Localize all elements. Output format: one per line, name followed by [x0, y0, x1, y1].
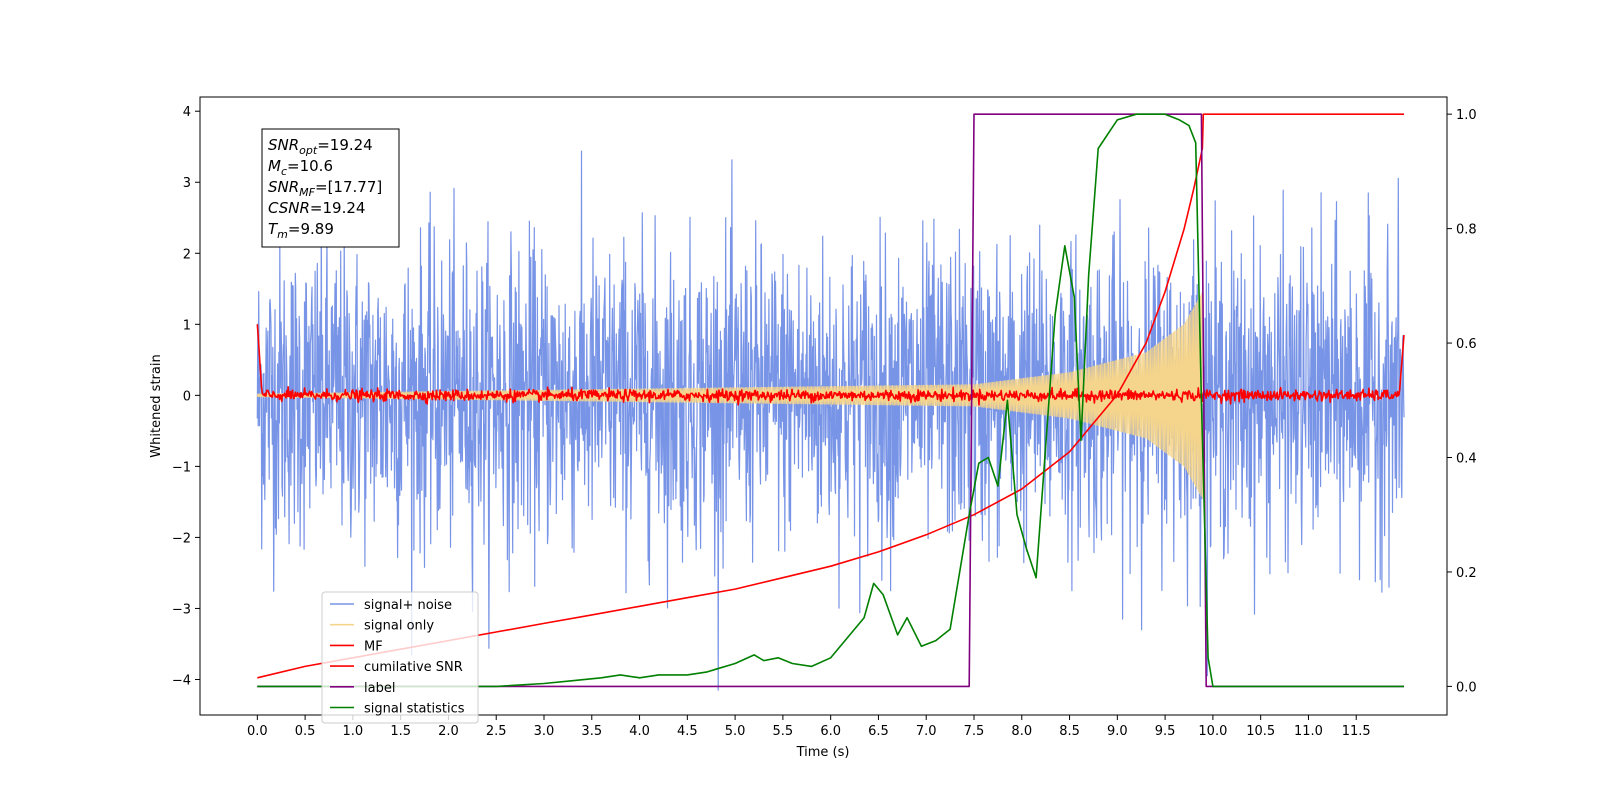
annotation-line: CSNR=19.24: [268, 199, 365, 217]
legend-entry-cumilative-snr: cumilative SNR: [364, 660, 463, 675]
y2-tick-label: 1.0: [1456, 108, 1477, 123]
x-tick-label: 7.0: [916, 724, 937, 739]
x-tick-label: 10.5: [1246, 724, 1275, 739]
y2-tick-label: 0.8: [1456, 223, 1477, 238]
annotation-frame: [261, 128, 400, 248]
x-tick-label: 7.5: [964, 724, 985, 739]
x-tick-label: 2.0: [438, 724, 459, 739]
x-tick-label: 1.0: [343, 724, 364, 739]
y2-tick-label: 0.6: [1456, 337, 1477, 352]
annotation-line: SNRMF=[17.77]: [268, 178, 382, 199]
x-tick-label: 11.5: [1342, 724, 1371, 739]
x-tick-label: 8.5: [1059, 724, 1080, 739]
series-signal-noise: [256, 150, 1405, 691]
plot-frame: [199, 96, 1448, 716]
x-tick-label: 3.0: [534, 724, 555, 739]
y-tick-label: 3: [183, 176, 191, 191]
x-axis: 0.0 0.5 1.0 1.5 2.0 2.5 3.0 3.5 4.0 4.5 5.0 5.5 6.0 6…: [247, 715, 1371, 739]
annotation-line: Mc=10.6: [268, 157, 333, 178]
y-tick-label: −4: [172, 673, 191, 688]
x-tick-label: 6.5: [868, 724, 889, 739]
y2-tick-label: 0.2: [1456, 566, 1477, 581]
x-tick-label: 1.5: [390, 724, 411, 739]
x-axis-label: Time (s): [796, 745, 850, 760]
annotation-line: SNRopt=19.24: [268, 136, 373, 157]
x-tick-label: 2.5: [486, 724, 507, 739]
y2-tick-label: 0.0: [1456, 680, 1477, 695]
y2-tick-label: 0.4: [1456, 452, 1477, 467]
metrics-annotation-box: SNRopt=19.24Mc=10.6SNRMF=[17.77]CSNR=19.…: [261, 128, 400, 248]
y-tick-label: −1: [172, 460, 191, 475]
y-axis-right: 0.0 0.2 0.4 0.6 0.8 1.0: [1447, 108, 1477, 695]
series-signal-statistics: [257, 113, 1404, 688]
x-tick-label: 0.0: [247, 724, 268, 739]
y-tick-label: 1: [183, 318, 191, 333]
legend-entry-signal-only: signal only: [364, 619, 434, 634]
x-tick-label: 9.0: [1107, 724, 1128, 739]
x-tick-label: 3.5: [581, 724, 602, 739]
y-axis-left: −4 −3 −2 −1 0 1 2 3 4: [172, 105, 200, 688]
x-tick-label: 8.0: [1011, 724, 1032, 739]
x-tick-label: 9.5: [1155, 724, 1176, 739]
y-tick-label: 4: [183, 105, 191, 120]
legend-entry-signal-statistics: signal statistics: [364, 702, 465, 717]
x-tick-label: 4.5: [677, 724, 698, 739]
x-tick-label: 5.5: [773, 724, 794, 739]
x-tick-label: 11.0: [1294, 724, 1323, 739]
series-mf: [256, 324, 1405, 406]
legend-frame: [321, 591, 479, 724]
y-tick-label: −2: [172, 531, 191, 546]
y-axis-label: Whitened strain: [149, 354, 164, 457]
x-tick-label: 6.0: [820, 724, 841, 739]
legend-entry-mf: MF: [364, 639, 383, 654]
x-tick-label: 5.0: [725, 724, 746, 739]
x-tick-label: 4.0: [629, 724, 650, 739]
annotation-line: Tm=9.89: [268, 220, 334, 241]
y-tick-label: −3: [172, 602, 191, 617]
legend-entry-signal-noise: signal+ noise: [364, 598, 452, 613]
legend: signal+ noise signal only MF cumilative SNR…: [321, 591, 479, 724]
legend-entry-label: label: [364, 681, 395, 696]
y-tick-label: 2: [183, 247, 191, 262]
y-tick-label: 0: [183, 389, 191, 404]
x-tick-label: 0.5: [295, 724, 316, 739]
x-tick-label: 10.0: [1198, 724, 1227, 739]
